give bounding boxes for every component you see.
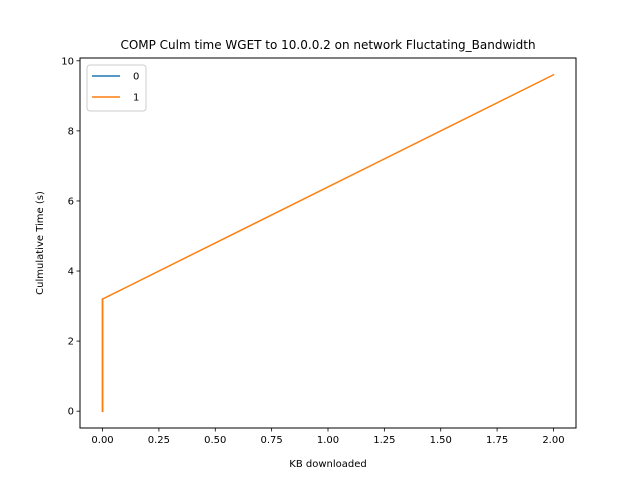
y-tick-label: 8 bbox=[68, 126, 74, 137]
chart-title: COMP Culm time WGET to 10.0.0.2 on netwo… bbox=[120, 38, 535, 52]
x-tick-label: 1.25 bbox=[373, 435, 395, 446]
x-tick-label: 0.25 bbox=[148, 435, 170, 446]
y-axis-label: Culmulative Time (s) bbox=[35, 191, 46, 295]
x-tick-label: 0.50 bbox=[204, 435, 226, 446]
x-tick-label: 0.00 bbox=[91, 435, 113, 446]
y-tick-label: 10 bbox=[61, 56, 74, 67]
y-tick-label: 4 bbox=[68, 267, 74, 278]
x-tick-label: 2.00 bbox=[542, 435, 564, 446]
x-tick-label: 1.75 bbox=[486, 435, 508, 446]
legend: 01 bbox=[86, 64, 147, 112]
legend-label-0: 0 bbox=[133, 72, 139, 83]
y-axis-ticks: 0 2 4 6 8 10 bbox=[61, 56, 80, 418]
plot-lines bbox=[101, 73, 555, 412]
legend-label-1: 1 bbox=[133, 93, 139, 104]
x-axis-ticks: 0.00 0.25 0.50 0.75 1.00 1.25 1.50 1.75 2.00 bbox=[91, 428, 565, 446]
plot-frame bbox=[79, 57, 577, 429]
x-axis-label: KB downloaded bbox=[289, 459, 366, 470]
y-tick-label: 0 bbox=[68, 407, 74, 418]
series-line-1 bbox=[101, 73, 555, 412]
x-tick-label: 1.50 bbox=[430, 435, 452, 446]
x-tick-label: 1.00 bbox=[317, 435, 339, 446]
x-tick-label: 0.75 bbox=[261, 435, 283, 446]
y-tick-label: 2 bbox=[68, 337, 74, 348]
y-tick-label: 6 bbox=[68, 196, 74, 207]
